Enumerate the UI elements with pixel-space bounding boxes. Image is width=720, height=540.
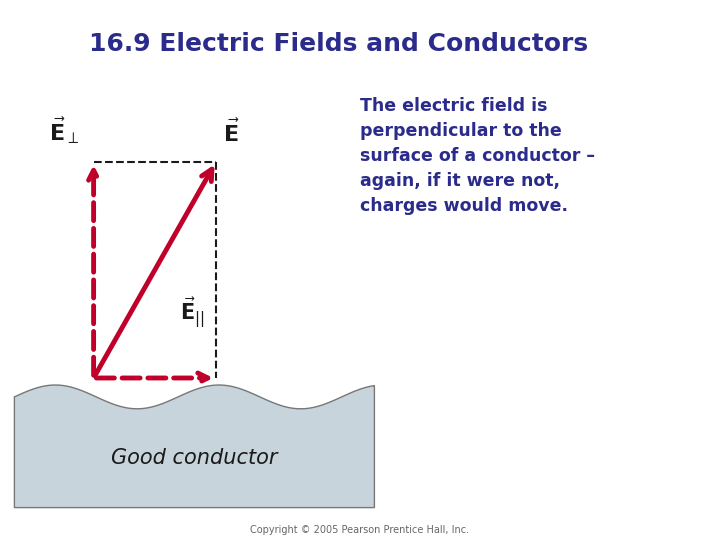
Text: Copyright © 2005 Pearson Prentice Hall, Inc.: Copyright © 2005 Pearson Prentice Hall, … — [251, 524, 469, 535]
Polygon shape — [14, 385, 374, 508]
Text: $\vec{\mathbf{E}}$: $\vec{\mathbf{E}}$ — [223, 119, 240, 146]
Text: The electric field is
perpendicular to the
surface of a conductor –
again, if it: The electric field is perpendicular to t… — [360, 97, 595, 215]
Text: Good conductor: Good conductor — [111, 448, 278, 468]
Text: 16.9 Electric Fields and Conductors: 16.9 Electric Fields and Conductors — [89, 32, 588, 56]
Text: $\vec{\mathbf{E}}_\perp$: $\vec{\mathbf{E}}_\perp$ — [49, 115, 79, 146]
Text: $\vec{\mathbf{E}}_{||}$: $\vec{\mathbf{E}}_{||}$ — [180, 296, 204, 330]
